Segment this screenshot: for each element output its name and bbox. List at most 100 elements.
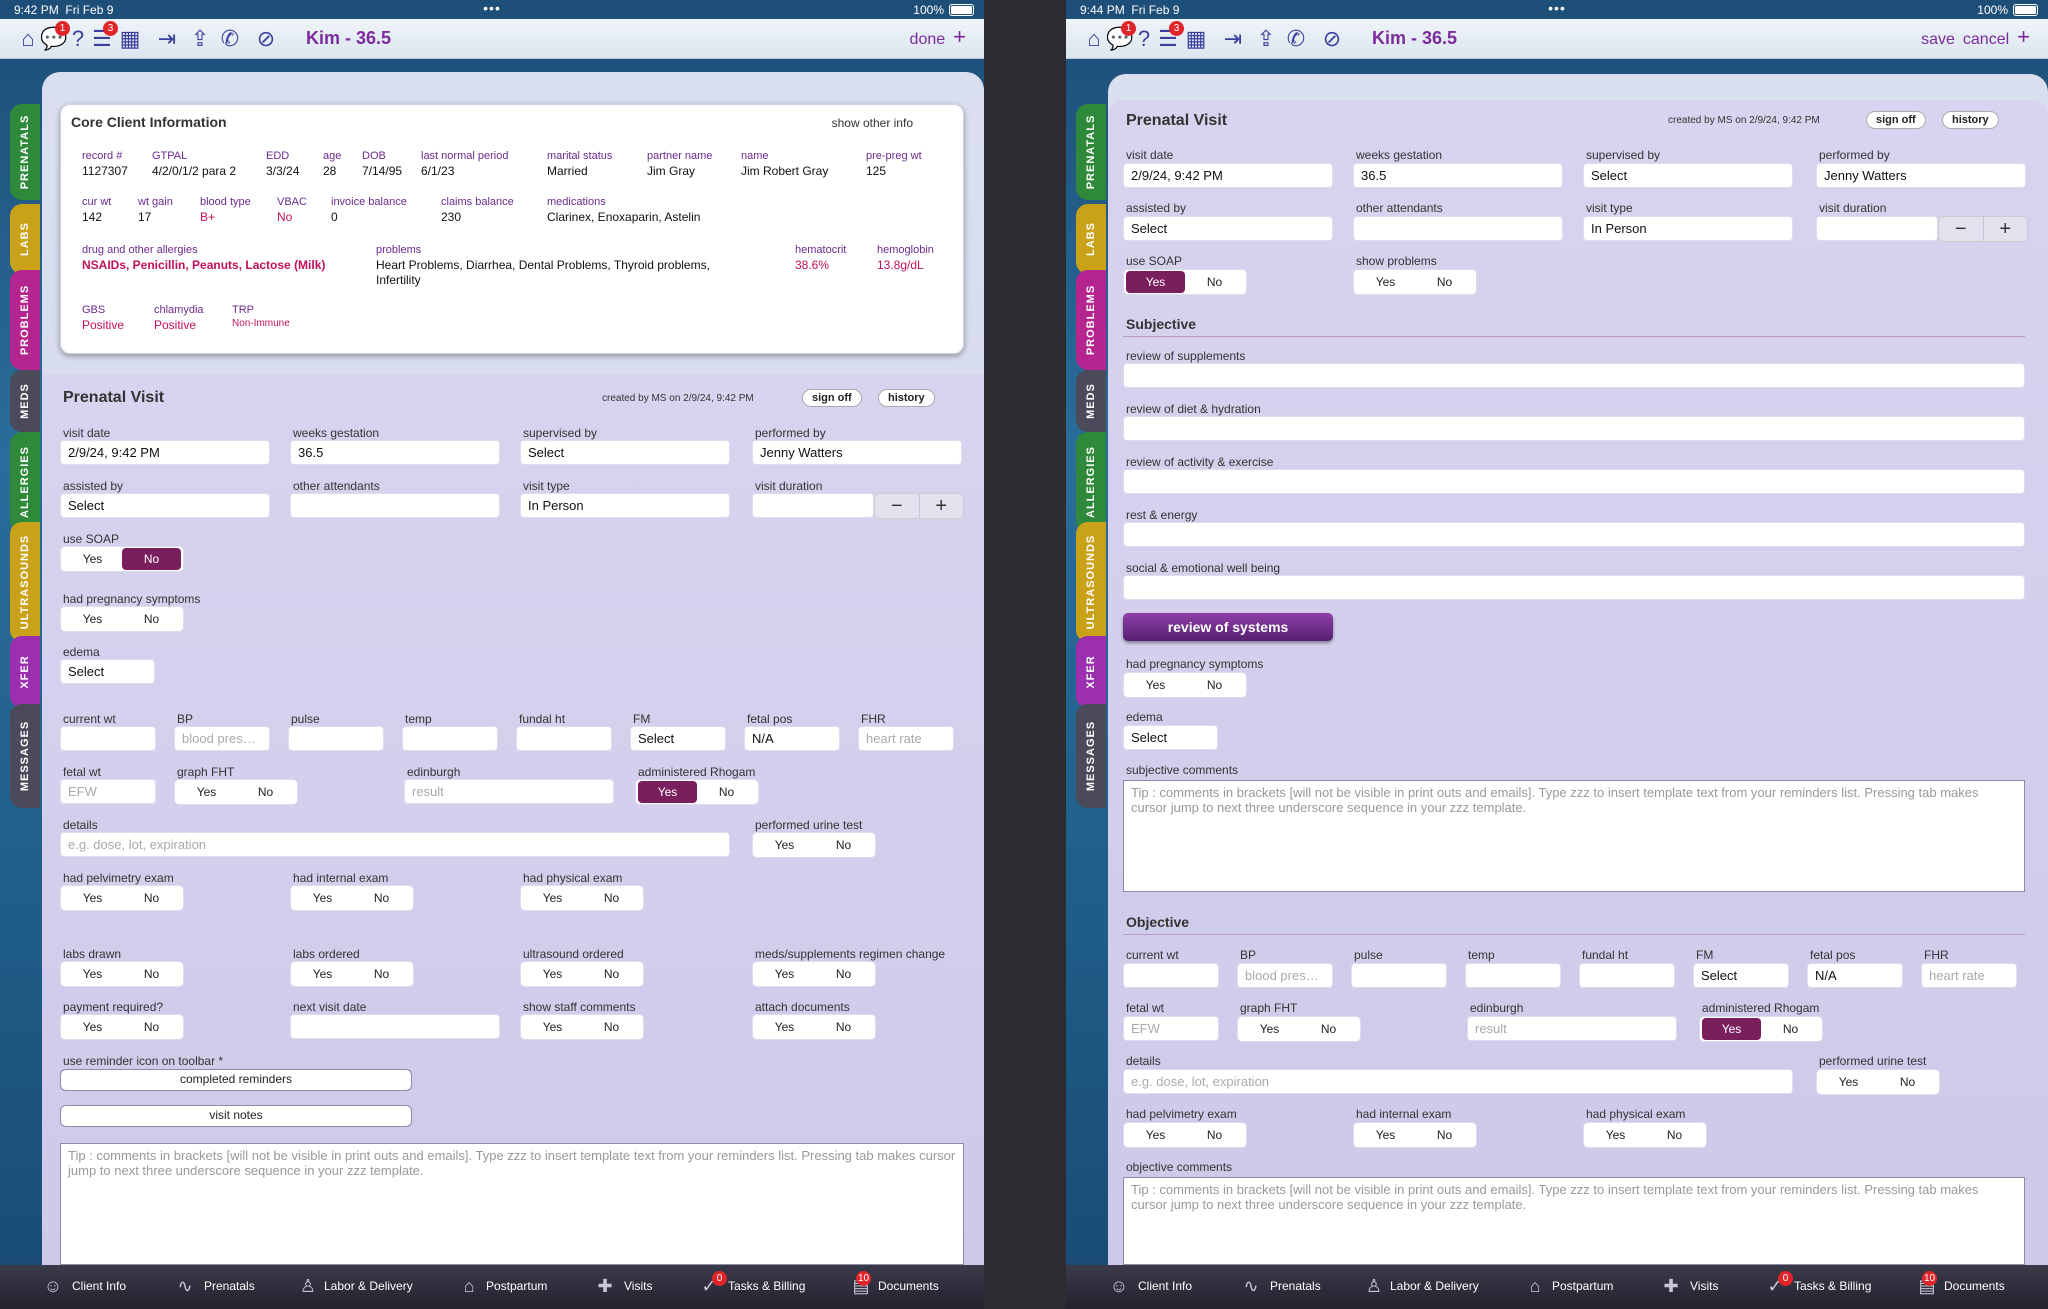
edema-select[interactable]: Select xyxy=(60,659,155,684)
decrement-button[interactable]: − xyxy=(1939,217,1984,241)
yes-option[interactable]: Yes xyxy=(542,1020,563,1034)
home-icon[interactable]: ⌂ xyxy=(21,26,35,51)
done-button[interactable]: done xyxy=(909,31,946,48)
use-soap-no[interactable]: No xyxy=(122,548,181,570)
other-attendants-field[interactable] xyxy=(290,493,500,518)
pulse-field[interactable] xyxy=(288,726,384,751)
nav-documents[interactable]: Documents xyxy=(878,1279,939,1293)
fetal-wt-field[interactable]: EFW xyxy=(60,779,156,804)
multitask-dots[interactable]: ••• xyxy=(483,0,501,16)
yes-option[interactable]: Yes xyxy=(1145,1128,1166,1142)
increment-button[interactable]: + xyxy=(935,495,948,517)
cancel-button[interactable]: cancel xyxy=(1962,31,2010,48)
fhr-field[interactable]: heart rate xyxy=(858,726,954,751)
current-wt-field[interactable] xyxy=(60,726,156,751)
rhogam-yes[interactable]: Yes xyxy=(638,781,697,803)
phone-icon[interactable]: ✆ xyxy=(1286,26,1306,51)
fetal-pos-select[interactable]: N/A xyxy=(1807,963,1903,988)
visit-type-select[interactable]: In Person xyxy=(520,493,730,518)
fm-select[interactable]: Select xyxy=(630,726,726,751)
details-field[interactable]: e.g. dose, lot, expiration xyxy=(60,832,730,857)
help-icon[interactable]: ? xyxy=(71,26,85,51)
supervised-by-select[interactable]: Select xyxy=(1583,163,1793,188)
nav-postpartum[interactable]: Postpartum xyxy=(1552,1279,1614,1293)
nav-visits[interactable]: Visits xyxy=(1690,1279,1719,1293)
no-option[interactable]: No xyxy=(1206,678,1223,692)
side-tab-labs[interactable]: LABS xyxy=(10,204,40,274)
pulse-field[interactable] xyxy=(1351,963,1447,988)
save-button[interactable]: save xyxy=(1921,31,1955,48)
temp-field[interactable] xyxy=(1465,963,1561,988)
edinburgh-field[interactable]: result xyxy=(404,779,614,804)
next-visit-date-field[interactable] xyxy=(290,1014,500,1039)
fetal-wt-field[interactable]: EFW xyxy=(1123,1016,1219,1041)
decrement-button[interactable]: − xyxy=(875,494,920,518)
list-icon[interactable]: ☰ 3 xyxy=(88,21,118,53)
visit-date-field[interactable]: 2/9/24, 9:42 PM xyxy=(60,440,270,465)
weeks-gestation-field[interactable]: 36.5 xyxy=(1353,163,1563,188)
yes-option[interactable]: Yes xyxy=(82,1020,103,1034)
no-option[interactable]: No xyxy=(1899,1075,1916,1089)
fetal-pos-select[interactable]: N/A xyxy=(744,726,840,751)
visit-date-field[interactable]: 2/9/24, 9:42 PM xyxy=(1123,163,1333,188)
no-option[interactable]: No xyxy=(603,1020,620,1034)
yes-option[interactable]: Yes xyxy=(196,785,217,799)
side-tab-messages[interactable]: MESSAGES xyxy=(10,704,40,808)
nav-documents[interactable]: Documents xyxy=(1944,1279,2005,1293)
nav-postpartum[interactable]: Postpartum xyxy=(486,1279,548,1293)
share-icon[interactable]: ⇪ xyxy=(1256,26,1276,51)
review-of-systems-button[interactable]: review of systems xyxy=(1123,613,1333,641)
side-tab-labs[interactable]: LABS xyxy=(1076,204,1106,274)
side-tab-prenatals[interactable]: PRENATALS xyxy=(10,104,40,200)
side-tab-ultrasounds[interactable]: ULTRASOUNDS xyxy=(1076,522,1106,642)
no-option[interactable]: No xyxy=(1666,1128,1683,1142)
share-icon[interactable]: ⇪ xyxy=(190,26,210,51)
fundal-ht-field[interactable] xyxy=(516,726,612,751)
nav-labor-delivery[interactable]: Labor & Delivery xyxy=(1390,1279,1479,1293)
import-icon[interactable]: ⇥ xyxy=(157,26,177,51)
use-soap-no[interactable]: No xyxy=(1206,275,1223,289)
side-tab-xfer[interactable]: XFER xyxy=(1076,636,1106,708)
no-option[interactable]: No xyxy=(835,967,852,981)
phone-icon[interactable]: ✆ xyxy=(220,26,240,51)
chat-icon[interactable]: 💬 1 xyxy=(40,21,70,53)
nav-visits[interactable]: Visits xyxy=(624,1279,653,1293)
visit-type-select[interactable]: In Person xyxy=(1583,216,1793,241)
yes-option[interactable]: Yes xyxy=(312,891,333,905)
edema-select[interactable]: Select xyxy=(1123,725,1218,750)
yes-option[interactable]: Yes xyxy=(542,967,563,981)
fundal-ht-field[interactable] xyxy=(1579,963,1675,988)
nav-labor-delivery[interactable]: Labor & Delivery xyxy=(324,1279,413,1293)
side-tab-problems[interactable]: PROBLEMS xyxy=(10,270,40,370)
link-icon[interactable]: ⊘ xyxy=(256,26,276,51)
side-tab-allergies[interactable]: ALLERGIES xyxy=(10,432,40,532)
add-button[interactable]: + xyxy=(2017,24,2030,49)
yes-option[interactable]: Yes xyxy=(774,1020,795,1034)
history-button[interactable]: history xyxy=(878,389,935,407)
side-tab-problems[interactable]: PROBLEMS xyxy=(1076,270,1106,370)
bp-field[interactable]: blood pres… xyxy=(174,726,270,751)
yes-option[interactable]: Yes xyxy=(542,891,563,905)
assisted-by-select[interactable]: Select xyxy=(60,493,270,518)
no-option[interactable]: No xyxy=(603,891,620,905)
temp-field[interactable] xyxy=(402,726,498,751)
home-icon[interactable]: ⌂ xyxy=(1087,26,1101,51)
rest-energy-field[interactable] xyxy=(1123,522,2025,547)
visit-duration-field[interactable] xyxy=(1816,216,1938,241)
no-option[interactable]: No xyxy=(1436,275,1453,289)
diet-field[interactable] xyxy=(1123,416,2025,441)
weeks-gestation-field[interactable]: 36.5 xyxy=(290,440,500,465)
yes-option[interactable]: Yes xyxy=(1838,1075,1859,1089)
visit-duration-field[interactable] xyxy=(752,493,874,518)
fm-select[interactable]: Select xyxy=(1693,963,1789,988)
yes-option[interactable]: Yes xyxy=(1375,1128,1396,1142)
visit-notes-textarea[interactable]: Tip : comments in brackets [will not be … xyxy=(60,1143,964,1265)
no-option[interactable]: No xyxy=(603,967,620,981)
no-option[interactable]: No xyxy=(1206,1128,1223,1142)
no-option[interactable]: No xyxy=(373,967,390,981)
yes-option[interactable]: Yes xyxy=(82,967,103,981)
completed-reminders-button[interactable]: completed reminders xyxy=(60,1069,412,1091)
nav-prenatals[interactable]: Prenatals xyxy=(1270,1279,1321,1293)
list-icon[interactable]: ☰ 3 xyxy=(1154,21,1184,53)
side-tab-ultrasounds[interactable]: ULTRASOUNDS xyxy=(10,522,40,642)
